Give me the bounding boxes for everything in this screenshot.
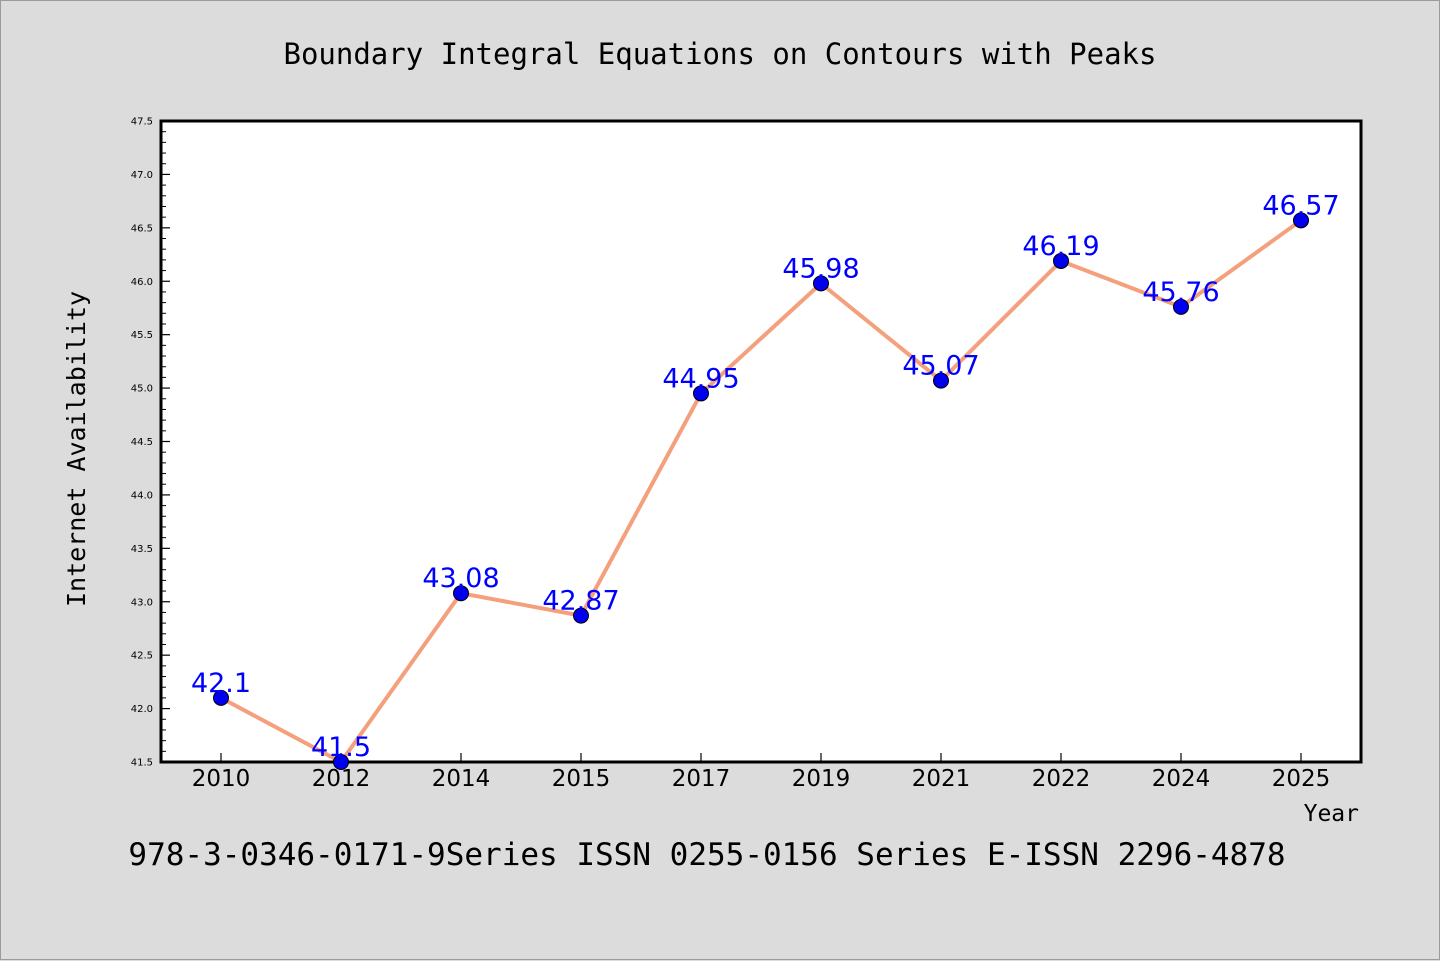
x-tick-label: 2025	[1272, 766, 1331, 792]
x-tick-label: 2010	[192, 766, 251, 792]
data-point-marker	[1293, 212, 1309, 229]
x-tick-label: 2021	[912, 766, 971, 792]
data-label: 45.98	[782, 253, 859, 284]
data-label: 42.1	[191, 668, 251, 699]
data-point-marker	[933, 372, 949, 389]
data-point-marker	[1053, 252, 1069, 269]
series-layer: 42.1 41.5 43.08 42.87 44.95 45.98 45.07 46.19 45…	[191, 190, 1340, 770]
y-axis-label: Internet Availability	[62, 291, 91, 607]
data-label: 43.08	[422, 563, 499, 594]
y-tick-label: 44.0	[131, 490, 153, 501]
data-point-marker	[453, 585, 469, 602]
y-tick-label: 46.0	[131, 277, 153, 288]
x-tick-label: 2022	[1032, 766, 1091, 792]
x-tick-label: 2017	[672, 766, 731, 792]
y-tick-label: 47.5	[131, 117, 153, 128]
data-point-marker	[573, 607, 589, 624]
x-tick-label: 2024	[1152, 766, 1211, 792]
data-label: 45.07	[902, 351, 979, 382]
data-label: 42.87	[542, 586, 619, 617]
y-tick-label: 43.5	[131, 544, 153, 555]
data-point-marker	[1173, 298, 1189, 315]
y-tick-label: 42.0	[131, 704, 153, 715]
x-tick-label: 2012	[312, 766, 371, 792]
data-label: 41.5	[311, 732, 371, 763]
y-tick-label: 45.5	[131, 330, 153, 341]
x-axis-label: Year	[1304, 801, 1359, 827]
data-point-marker	[333, 754, 349, 770]
y-tick-label: 41.5	[131, 758, 153, 769]
y-axis-ticks: 41.5 42.0 42.5 43.0 43.5 44.0 44.5 45.0 45.5 46.0…	[131, 117, 170, 769]
y-tick-label: 42.5	[131, 651, 153, 662]
chart-title: Boundary Integral Equations on Contours …	[284, 37, 1157, 71]
x-axis-ticks: 2010 2012 2014 2015 2017 2019 2021 2022 2024 2025	[192, 753, 1331, 792]
x-tick-label: 2019	[792, 766, 851, 792]
data-point-marker	[693, 385, 709, 402]
isbn-footer: 978-3-0346-0171-9Series ISSN 0255-0156 S…	[128, 837, 1285, 873]
y-tick-label: 47.0	[131, 170, 153, 181]
data-point-marker	[213, 689, 229, 706]
data-point-marker	[813, 275, 829, 292]
data-label: 46.19	[1022, 231, 1099, 262]
x-tick-label: 2015	[552, 766, 611, 792]
data-label: 44.95	[662, 363, 739, 394]
y-tick-label: 43.0	[131, 597, 153, 608]
y-tick-label: 44.5	[131, 437, 153, 448]
plot-area	[159, 119, 1363, 764]
y-tick-label: 46.5	[131, 223, 153, 234]
series-line	[219, 218, 1303, 764]
y-tick-label: 45.0	[131, 384, 153, 395]
data-label: 46.57	[1262, 190, 1339, 221]
x-tick-label: 2014	[432, 766, 491, 792]
data-label: 45.76	[1142, 277, 1219, 308]
